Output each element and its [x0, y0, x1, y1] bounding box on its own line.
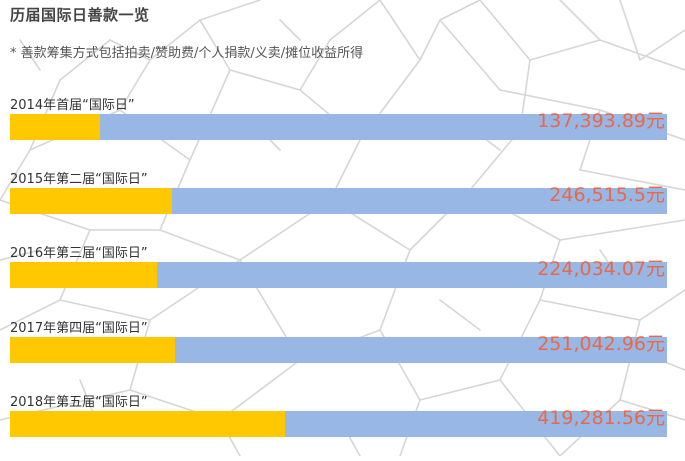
bar-value-label: 246,515.5元	[549, 184, 665, 206]
bar-category-label: 2014年首届“国际日”	[10, 98, 135, 113]
bar-fill	[10, 188, 172, 214]
map-street-line	[539, 299, 641, 321]
map-street-line	[469, 129, 521, 191]
map-street-line	[499, 89, 601, 111]
bar-row: 2018年第五届“国际日” 419,281.56元	[0, 391, 685, 461]
bar-value-label: 137,393.89元	[537, 110, 665, 132]
bar-track	[10, 114, 667, 140]
map-street-line	[159, 229, 241, 261]
map-street-line	[479, 0, 531, 61]
map-street-line	[199, 0, 261, 21]
map-street-line	[439, 0, 481, 21]
map-street-line	[639, 289, 685, 321]
bar-fill	[10, 337, 175, 363]
map-street-line	[279, 19, 301, 41]
bar-row: 2015年第二届“国际日” 246,515.5元	[0, 168, 685, 238]
map-street-line	[559, 0, 601, 41]
map-street-line	[0, 299, 61, 331]
bar-category-label: 2016年第三届“国际日”	[10, 246, 148, 261]
map-street-line	[379, 0, 421, 61]
bar-row: 2017年第四届“国际日” 251,042.96元	[0, 317, 685, 387]
bar-value-label: 224,034.07元	[537, 258, 665, 280]
map-street-line	[419, 379, 501, 401]
bar-track	[10, 337, 667, 363]
map-street-line	[619, 0, 641, 61]
map-street-line	[599, 39, 685, 71]
map-street-line	[619, 399, 685, 421]
bar-track	[10, 262, 667, 288]
bar-fill	[10, 411, 285, 437]
map-street-line	[579, 169, 685, 191]
map-street-line	[529, 39, 601, 61]
map-street-line	[119, 59, 151, 111]
bar-category-label: 2018年第五届“国际日”	[10, 395, 148, 410]
bar-category-label: 2017年第四届“国际日”	[10, 321, 148, 336]
map-street-line	[559, 219, 685, 241]
map-street-line	[219, 359, 301, 421]
bar-fill	[10, 262, 157, 288]
map-street-line	[0, 149, 31, 201]
map-street-line	[109, 39, 151, 61]
map-street-line	[229, 69, 301, 91]
funding-note: * 善款筹集方式包括拍卖/赞助费/个人捐款/义卖/摊位收益所得	[10, 46, 364, 61]
map-street-line	[59, 39, 111, 81]
bar-track	[10, 188, 667, 214]
bar-value-label: 419,281.56元	[537, 407, 665, 429]
chart-title: 历届国际日善款一览	[10, 6, 150, 24]
bar-category-label: 2015年第二届“国际日”	[10, 172, 148, 187]
map-street-line	[59, 299, 151, 321]
bar-value-label: 251,042.96元	[537, 333, 665, 355]
map-street-line	[19, 39, 41, 71]
bar-row: 2014年首届“国际日” 137,393.89元	[0, 94, 685, 164]
bar-fill	[10, 114, 100, 140]
bar-track	[10, 411, 667, 437]
bar-row: 2016年第三届“国际日” 224,034.07元	[0, 242, 685, 312]
map-street-line	[439, 299, 481, 331]
map-street-line	[199, 19, 231, 71]
map-street-line	[329, 0, 381, 41]
map-street-line	[149, 19, 201, 61]
map-street-line	[0, 249, 41, 261]
map-street-line	[439, 19, 501, 91]
map-street-line	[299, 39, 331, 91]
map-street-line	[419, 19, 441, 61]
map-street-line	[639, 29, 685, 61]
